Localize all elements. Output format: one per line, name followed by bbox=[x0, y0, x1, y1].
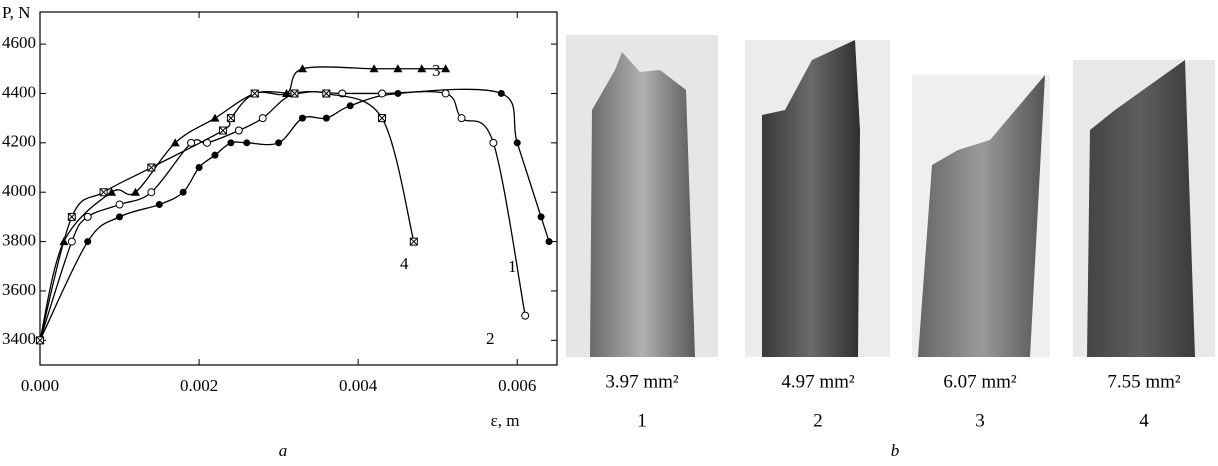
marker bbox=[379, 115, 386, 122]
series-line bbox=[40, 89, 549, 340]
marker bbox=[227, 139, 234, 146]
marker bbox=[196, 164, 203, 171]
marker bbox=[100, 189, 107, 196]
photo-caption: 4.97 mm² bbox=[781, 371, 855, 392]
marker bbox=[498, 90, 505, 97]
marker bbox=[323, 115, 330, 122]
marker bbox=[180, 189, 187, 196]
x-axis-label: ε, m bbox=[491, 411, 520, 430]
series-line bbox=[40, 92, 525, 341]
marker bbox=[251, 90, 258, 97]
figure: P, N ε, m a b 34003600380040004200440046… bbox=[0, 0, 1218, 466]
series: 1 bbox=[37, 89, 553, 344]
marker bbox=[68, 238, 75, 245]
marker bbox=[291, 90, 298, 97]
series-label: 1 bbox=[508, 257, 517, 276]
marker bbox=[116, 213, 123, 220]
marker bbox=[275, 139, 282, 146]
marker bbox=[347, 102, 354, 109]
x-tick-label: 0.002 bbox=[180, 376, 218, 395]
series: 4 bbox=[37, 90, 418, 344]
marker bbox=[546, 238, 553, 245]
y-tick-label: 3600 bbox=[2, 280, 36, 299]
marker bbox=[235, 127, 242, 134]
marker bbox=[68, 213, 75, 220]
photo-caption: 7.55 mm² bbox=[1107, 371, 1181, 392]
marker bbox=[299, 115, 306, 122]
x-tick-label: 0.000 bbox=[21, 376, 59, 395]
marker bbox=[37, 337, 44, 344]
y-tick-label: 4600 bbox=[2, 33, 36, 52]
y-tick-label: 3800 bbox=[2, 230, 36, 249]
marker bbox=[323, 90, 330, 97]
photo-specimen bbox=[590, 52, 695, 357]
marker bbox=[514, 139, 521, 146]
marker bbox=[84, 213, 91, 220]
marker bbox=[211, 152, 218, 159]
marker bbox=[379, 90, 386, 97]
series-label: 3 bbox=[432, 61, 441, 80]
photo-number: 3 bbox=[975, 410, 985, 431]
photo-caption: 6.07 mm² bbox=[943, 371, 1017, 392]
marker bbox=[243, 139, 250, 146]
y-tick-label: 3400 bbox=[2, 329, 36, 348]
y-tick-label: 4400 bbox=[2, 82, 36, 101]
marker bbox=[538, 213, 545, 220]
series-label: 2 bbox=[486, 329, 495, 348]
marker bbox=[410, 238, 417, 245]
photo-number: 2 bbox=[813, 410, 823, 431]
marker bbox=[148, 164, 155, 171]
marker bbox=[522, 312, 529, 319]
marker bbox=[156, 201, 163, 208]
marker bbox=[227, 115, 234, 122]
y-tick-label: 4200 bbox=[2, 132, 36, 151]
photo-number: 1 bbox=[637, 410, 647, 431]
x-tick-label: 0.004 bbox=[339, 376, 378, 395]
marker bbox=[219, 127, 226, 134]
marker bbox=[188, 139, 195, 146]
marker bbox=[84, 238, 91, 245]
marker bbox=[458, 115, 465, 122]
series-label: 4 bbox=[400, 254, 409, 273]
panel-label: b bbox=[891, 441, 900, 460]
series: 2 bbox=[37, 90, 529, 348]
marker bbox=[148, 189, 155, 196]
photos bbox=[566, 35, 1215, 357]
marker bbox=[490, 139, 497, 146]
y-axis-label: P, N bbox=[2, 3, 30, 22]
series-line bbox=[40, 67, 446, 340]
marker bbox=[442, 90, 449, 97]
marker bbox=[116, 201, 123, 208]
photo-caption: 3.97 mm² bbox=[605, 371, 679, 392]
y-tick-label: 4000 bbox=[2, 181, 36, 200]
panel-label: a bbox=[279, 441, 288, 460]
photo-number: 4 bbox=[1139, 410, 1149, 431]
x-tick-label: 0.006 bbox=[498, 376, 536, 395]
marker bbox=[259, 115, 266, 122]
marker bbox=[210, 114, 219, 122]
plot-frame bbox=[40, 12, 557, 365]
page: {"chart_data": {"type": "line", "ylabel"… bbox=[0, 0, 1218, 466]
